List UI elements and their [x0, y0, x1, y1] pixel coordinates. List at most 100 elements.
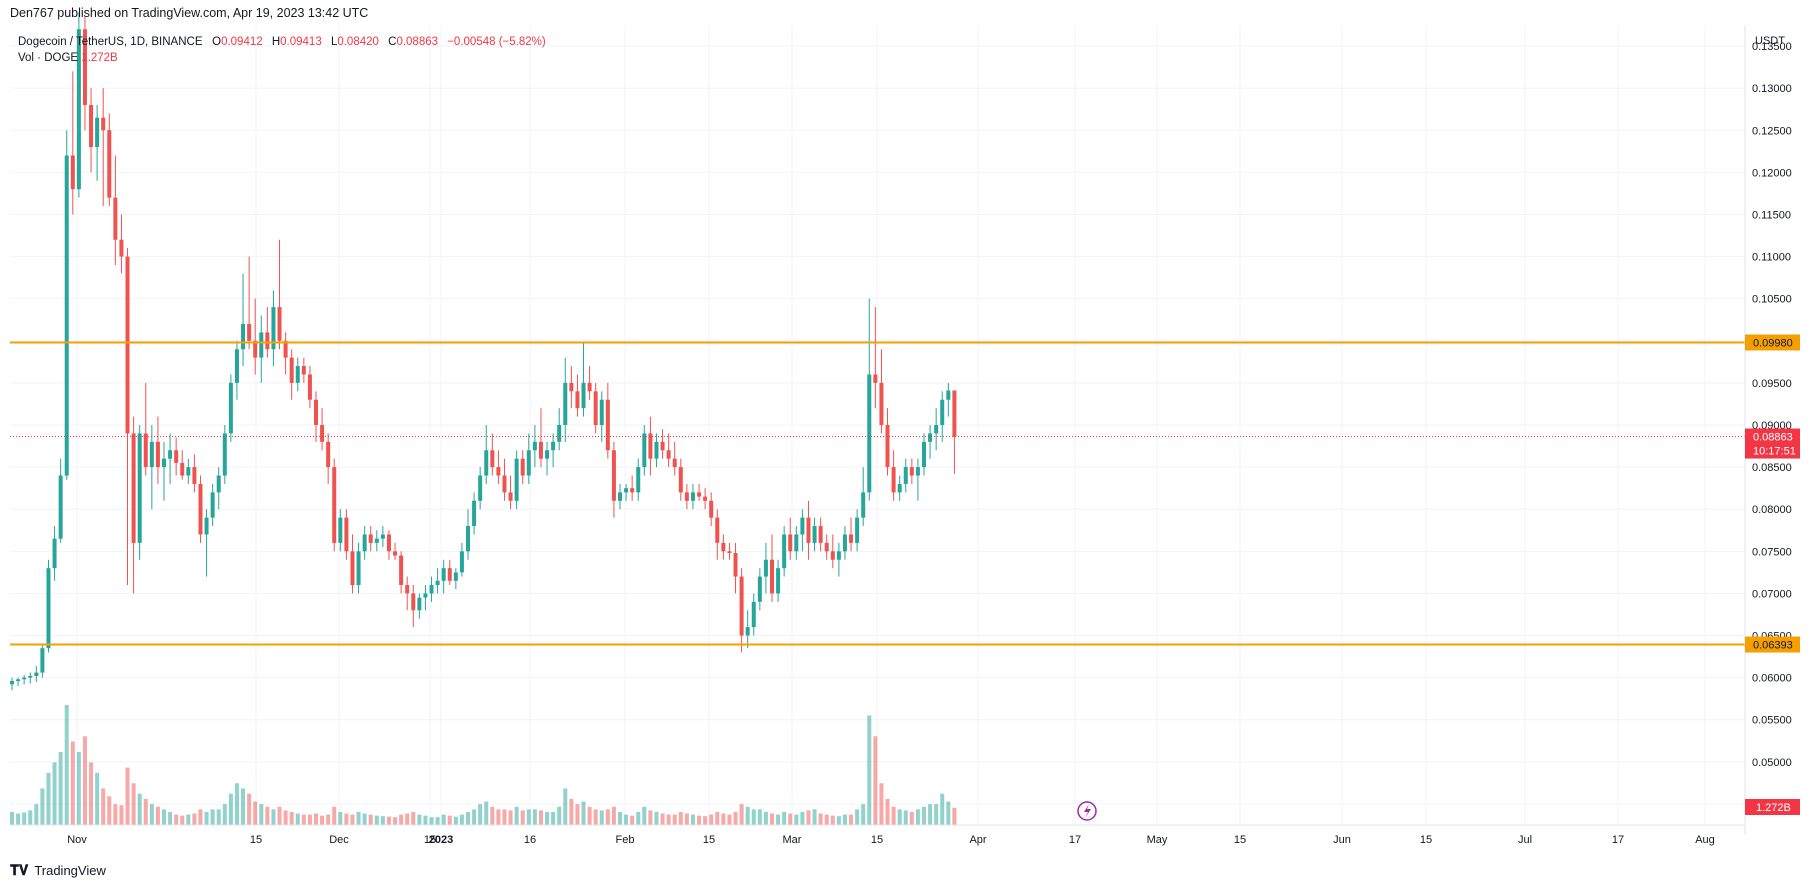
time-tick-label: 17 — [1612, 834, 1624, 846]
volume-bar — [666, 814, 671, 825]
volume-bar — [818, 813, 823, 825]
candle-body — [332, 467, 337, 543]
volume-bar — [836, 816, 841, 825]
candle-body — [168, 450, 173, 459]
volume-bar — [782, 811, 787, 825]
candle-body — [101, 117, 106, 131]
candle-body — [283, 340, 288, 358]
volume-bar — [162, 809, 166, 825]
volume-bar — [733, 811, 738, 825]
candle-body — [855, 517, 860, 543]
volume-bar — [277, 806, 282, 825]
lightning-icon[interactable] — [1077, 801, 1097, 821]
candle-body — [520, 458, 525, 476]
time-tick-label: 15 — [250, 834, 262, 846]
candle-body — [241, 323, 246, 350]
volume-bar — [283, 810, 288, 825]
volume-bar — [374, 815, 379, 825]
legend-volume-label: Vol · DOGE — [18, 52, 79, 64]
price-tick-label: 0.07500 — [1752, 546, 1792, 558]
time-tick-label: 15 — [871, 834, 883, 846]
candle-body — [234, 349, 239, 383]
candle-body — [593, 391, 598, 425]
volume-bar — [630, 815, 635, 825]
volume-bar — [484, 801, 489, 825]
volume-bar — [727, 814, 732, 825]
time-tick-label: 15 — [1234, 834, 1246, 846]
candle-body — [64, 155, 69, 476]
candle-body — [763, 559, 768, 577]
candle-body — [830, 551, 835, 560]
candle-body — [137, 433, 142, 543]
volume-bar — [192, 813, 197, 825]
candle-body — [58, 475, 63, 539]
price-tick-label: 0.05500 — [1752, 715, 1792, 727]
volume-bar — [326, 814, 331, 825]
candle-body — [356, 551, 361, 585]
volume-bar — [131, 783, 136, 825]
candle-body — [745, 627, 750, 636]
candle-body — [423, 593, 428, 598]
volume-bar — [344, 813, 349, 825]
volume-bar — [788, 813, 793, 825]
candle-body — [204, 517, 209, 535]
time-tick-label: Jun — [1333, 834, 1351, 846]
time-tick-label: 2023 — [429, 834, 453, 846]
volume-bar — [295, 813, 300, 825]
candle-body — [727, 551, 732, 553]
candle-body — [484, 450, 489, 476]
candle-body — [301, 366, 306, 375]
volume-bar — [922, 806, 926, 825]
time-tick-label: Feb — [616, 834, 635, 846]
candle-body — [149, 441, 154, 468]
candle-body — [441, 568, 446, 581]
candle-body — [922, 441, 926, 468]
candle-body — [836, 551, 841, 560]
volume-bar — [642, 806, 647, 825]
candle-body — [526, 450, 531, 476]
volume-bar — [776, 814, 781, 825]
candle-body — [502, 475, 507, 493]
volume-bar — [569, 798, 574, 825]
time-tick-label: Mar — [783, 834, 802, 846]
volume-bar — [429, 817, 434, 825]
price-tick-label: 0.05000 — [1752, 757, 1792, 769]
legend-low-label: L — [330, 36, 338, 48]
volume-bar — [587, 806, 592, 825]
time-tick-label: Nov — [67, 834, 87, 846]
candle-body — [143, 433, 148, 468]
candle-body — [478, 475, 483, 501]
volume-bar — [763, 811, 768, 825]
axis-price-labels: 0.09980 0.06393 0.08863 10:17:51 1.272B — [1745, 334, 1800, 815]
volume-bar — [812, 809, 817, 825]
candle-body — [642, 433, 647, 468]
price-tick-label: 0.12000 — [1752, 167, 1792, 179]
price-tick-label: 0.08000 — [1752, 504, 1792, 516]
candle-body — [155, 441, 160, 468]
tradingview-logo-icon: 𝐓𝐕 — [10, 862, 29, 878]
volume-bar — [526, 809, 531, 825]
volume-bar — [873, 736, 878, 825]
candle-body — [618, 492, 622, 501]
candle-body — [624, 488, 629, 493]
horizontal-levels[interactable] — [10, 341, 1745, 646]
volume-bar — [386, 816, 391, 825]
volume-bar — [660, 813, 665, 825]
time-tick-label: 17 — [1069, 834, 1081, 846]
volume-bar — [654, 811, 659, 825]
candle-body — [934, 425, 939, 434]
volume-bar — [137, 793, 142, 825]
volume-bar — [879, 783, 884, 825]
volume-bar — [721, 813, 726, 825]
time-tick-label: Jul — [1518, 834, 1532, 846]
candle-body — [697, 492, 702, 497]
volume-bar — [770, 813, 774, 825]
volume-bar — [265, 806, 270, 825]
volume-bar — [271, 809, 276, 825]
candle-body — [648, 433, 653, 459]
footer-brand[interactable]: 𝐓𝐕 TradingView — [10, 862, 106, 879]
price-tick-label: 0.12500 — [1752, 125, 1792, 137]
volume-bar — [545, 811, 550, 825]
